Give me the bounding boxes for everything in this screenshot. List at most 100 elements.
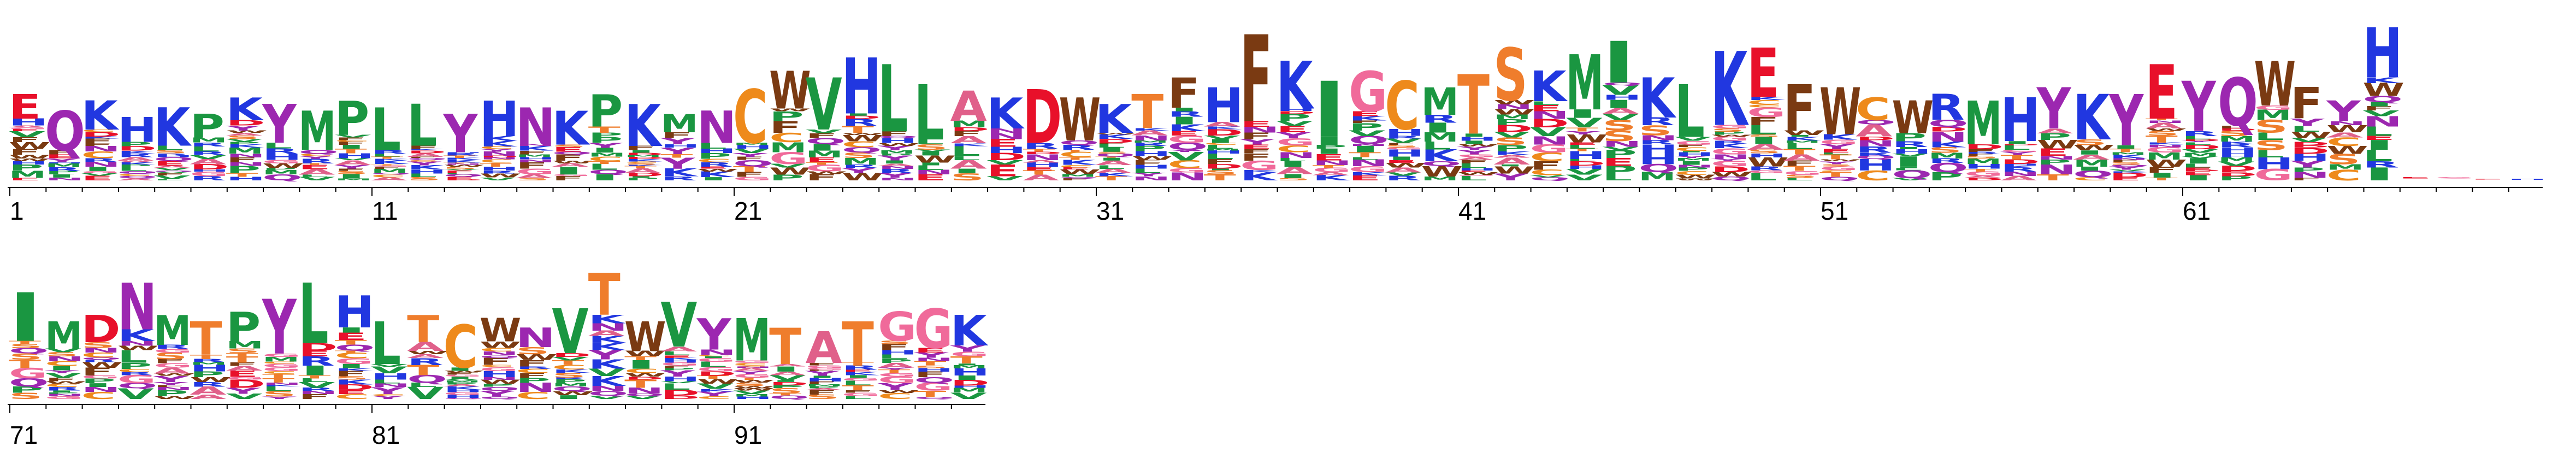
logo-letter: E [1023,166,1055,172]
logo-letter: Q [407,373,447,385]
logo-letter: P [1493,118,1528,127]
logo-letter: F [81,143,114,147]
logo-letter: R [1639,139,1675,145]
logo-letter: F [806,369,838,372]
logo-letter: W [1493,99,1535,105]
logo-letter: S [914,143,948,151]
logo-letter: Y [660,155,696,172]
logo-letter: V [226,138,263,143]
logo-letter: Y [370,395,406,400]
logo-letter: R [45,166,81,172]
logo-letter: W [45,380,86,384]
logo-letter: N [516,322,555,354]
logo-letter: H [1204,150,1243,155]
logo-letter: C [552,363,587,371]
logo-letter: Y [877,367,913,370]
logo-letter: E [2182,167,2214,171]
logo-letter: T [769,318,801,376]
logo-letter: S [769,387,803,395]
logo-letter: M [1421,130,1459,144]
logo-letter: Q [262,173,303,182]
logo-letter: N [2290,170,2330,180]
logo-letter: V [1493,130,1530,139]
logo-letter: V [588,367,625,379]
logo-letter: R [407,356,444,367]
logo-letter: W [153,373,195,377]
logo-letter: I [1168,107,1201,113]
logo-letter: A [9,125,46,128]
logo-letter: S [1095,151,1129,154]
logo-letter: L [2290,125,2320,134]
logo-letter: S [552,144,586,148]
logo-row-1: EMPHWWFWFVEGAHENILPRMHYEFQEVGINRCNFFKDCK… [8,11,2547,225]
logo-letter: K [117,326,156,345]
logo-letter: G [842,392,881,397]
logo-letter: G [733,176,772,182]
logo-letter: M [950,386,988,394]
logo-letter: K [697,388,736,392]
logo-letter: Y [660,146,695,156]
logo-letter: V [733,148,770,155]
logo-letter: F [1131,160,1163,163]
logo-letter: H [660,359,700,363]
logo-letter: P [660,367,695,371]
logo-letter: Q [153,156,194,162]
logo-letter: F [1168,69,1200,118]
logo-letter: R [552,377,589,380]
logo-letter: R [1385,135,1421,139]
logo-letter: I [335,144,368,150]
logo-letter: H [262,152,302,162]
logo-letter: S [407,176,441,181]
logo-letter: Q [878,136,918,139]
logo-letter: H [444,152,483,153]
logo-letter: V [769,374,806,381]
logo-letter: D [2218,172,2257,178]
logo-letter: S [1928,146,1962,155]
x-tick-label: 21 [734,197,762,225]
logo-letter: R [2182,130,2218,138]
logo-letter: P [624,177,659,181]
logo-letter: K [986,90,1025,139]
logo-letter: S [262,390,296,398]
logo-letter: V [1168,150,1204,163]
logo-letter: L [444,173,474,174]
logo-letter: Y [2108,80,2144,162]
logo-letter: Y [732,152,769,158]
logo-letter: R [1385,174,1421,182]
logo-letter: M [1928,151,1966,160]
logo-letter: P [9,163,43,173]
logo-letter: T [914,389,947,399]
logo-letter: V [624,395,661,400]
logo-letter: Y [370,385,406,396]
logo-letter: P [769,385,803,389]
logo-letter: K [624,165,663,166]
logo-letter: E [1457,170,1490,173]
logo-letter: Y [2181,68,2217,148]
logo-letter: K [697,170,735,179]
logo-letter: R [298,387,335,392]
logo-letter: Q [914,375,955,385]
logo-letter: K [335,378,373,386]
logo-letter: H [117,110,157,150]
logo-letter: C [769,130,803,145]
logo-letter: N [45,355,84,363]
logo-letter: I [9,279,42,357]
logo-letter: N [1711,153,1750,161]
logo-letter: A [153,366,190,375]
logo-letter: D [1023,74,1062,160]
logo-letter: T [624,378,657,391]
logo-letter: F [1349,120,1381,124]
logo-letter: W [697,378,738,385]
logo-letter: T [371,156,403,160]
x-tick-label: 61 [2183,197,2211,225]
logo-letter: E [1819,148,1852,154]
logo-letter: S [226,347,260,354]
logo-letter: L [407,173,437,178]
logo-letter: K [480,134,518,143]
logo-letter: S [1783,174,1817,179]
logo-letter: V [660,290,697,361]
logo-letter: S [1964,155,1998,160]
logo-letter: F [1095,143,1127,145]
logo-letter: H [1023,161,1062,168]
logo-letter: S [9,391,43,401]
